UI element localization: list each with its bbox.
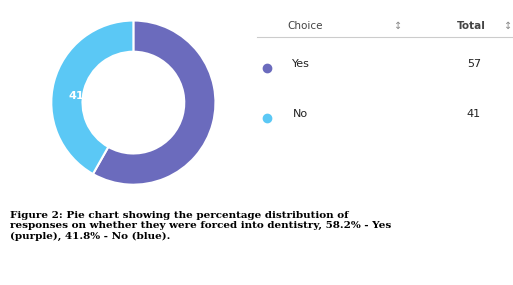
- Text: 58.2%: 58.2%: [141, 112, 179, 122]
- Wedge shape: [93, 21, 215, 185]
- Text: 57: 57: [467, 59, 481, 69]
- Text: Total: Total: [457, 21, 485, 31]
- Text: 41.8%: 41.8%: [69, 91, 108, 101]
- Text: ↕: ↕: [393, 21, 402, 31]
- Text: Figure 2: Pie chart showing the percentage distribution of
responses on whether : Figure 2: Pie chart showing the percenta…: [10, 211, 391, 241]
- Wedge shape: [51, 21, 133, 174]
- Text: 41: 41: [467, 109, 481, 119]
- Text: Choice: Choice: [287, 21, 323, 31]
- Text: No: No: [292, 109, 307, 119]
- Text: Yes: Yes: [292, 59, 310, 69]
- Text: ↕: ↕: [504, 21, 512, 31]
